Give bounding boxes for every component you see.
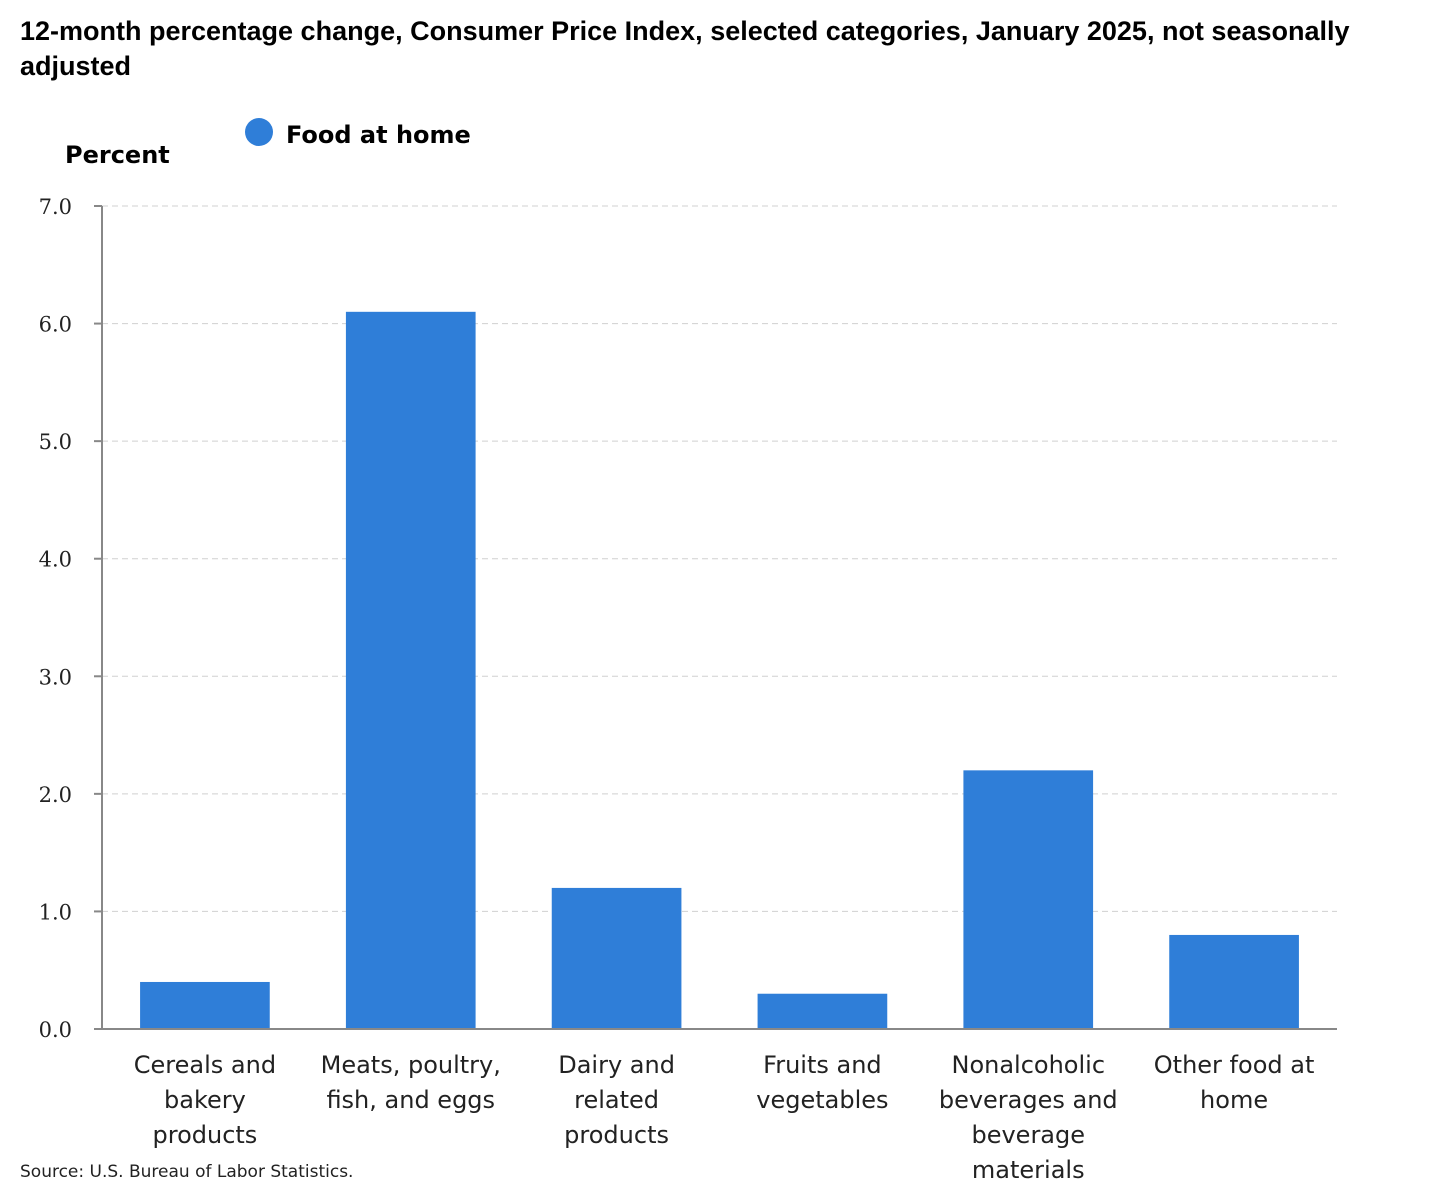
y-tick-label: 3.0: [39, 665, 72, 689]
x-category-label-line: fish, and eggs: [326, 1086, 495, 1114]
x-category-label-line: Dairy and: [558, 1051, 675, 1079]
x-category-label: Fruits and vegetables: [756, 1051, 888, 1114]
chart-title: 12-month percentage change, Consumer Pri…: [20, 16, 1350, 81]
legend-swatch-food-at-home: [245, 118, 273, 146]
x-category-label-line: Other food at: [1154, 1051, 1315, 1079]
bar[interactable]: [551, 887, 682, 1029]
y-tick-label: 0.0: [39, 1018, 72, 1042]
bar[interactable]: [345, 311, 476, 1029]
y-axis-label: Percent: [65, 141, 170, 169]
x-category-label: Meats, poultry, fish, and eggs: [321, 1051, 501, 1114]
x-category-label-line: home: [1200, 1086, 1268, 1114]
y-tick-label: 7.0: [39, 195, 72, 219]
x-category-label-line: related: [574, 1086, 659, 1114]
x-category-label-line: bakery: [164, 1086, 246, 1114]
bar[interactable]: [757, 993, 888, 1029]
x-category-label-line: Nonalcoholic: [951, 1051, 1105, 1079]
x-category-label: Nonalcoholic beverages and beverage materia…: [939, 1051, 1118, 1184]
x-category-label: Cereals and bakery products: [134, 1051, 276, 1149]
gridlines: [102, 205, 1337, 912]
x-category-label-line: beverage: [971, 1121, 1085, 1149]
y-tick-label: 4.0: [39, 548, 72, 572]
y-axis-ticks: 0.0 1.0 2.0 3.0 4.0 5.0 6.0 7.0: [39, 195, 102, 1042]
category-labels: Cereals and bakery products Meats, poultry,…: [134, 1051, 1315, 1184]
legend-label-food-at-home[interactable]: Food at home: [286, 121, 471, 149]
bar[interactable]: [140, 981, 270, 1029]
x-category-label-line: products: [564, 1121, 669, 1149]
x-category-label-line: vegetables: [756, 1086, 888, 1114]
x-category-label-line: Fruits and: [763, 1051, 882, 1079]
x-category-label-line: Cereals and: [134, 1051, 276, 1079]
source-note: Source: U.S. Bureau of Labor Statistics.: [20, 1162, 354, 1182]
bar[interactable]: [1169, 934, 1299, 1029]
x-category-label-line: materials: [972, 1156, 1085, 1184]
y-tick-label: 1.0: [39, 900, 72, 924]
x-category-label: Other food at home: [1154, 1051, 1315, 1114]
legend: Food at home: [245, 118, 471, 149]
y-tick-label: 6.0: [39, 313, 72, 337]
x-category-label-line: beverages and: [939, 1086, 1118, 1114]
x-category-label-line: Meats, poultry,: [321, 1051, 501, 1079]
y-tick-label: 5.0: [39, 430, 72, 454]
bars: [140, 311, 1299, 1029]
y-tick-label: 2.0: [39, 783, 72, 807]
x-category-label-line: products: [153, 1121, 258, 1149]
bar[interactable]: [963, 770, 1094, 1029]
x-category-label: Dairy and related products: [558, 1051, 675, 1149]
